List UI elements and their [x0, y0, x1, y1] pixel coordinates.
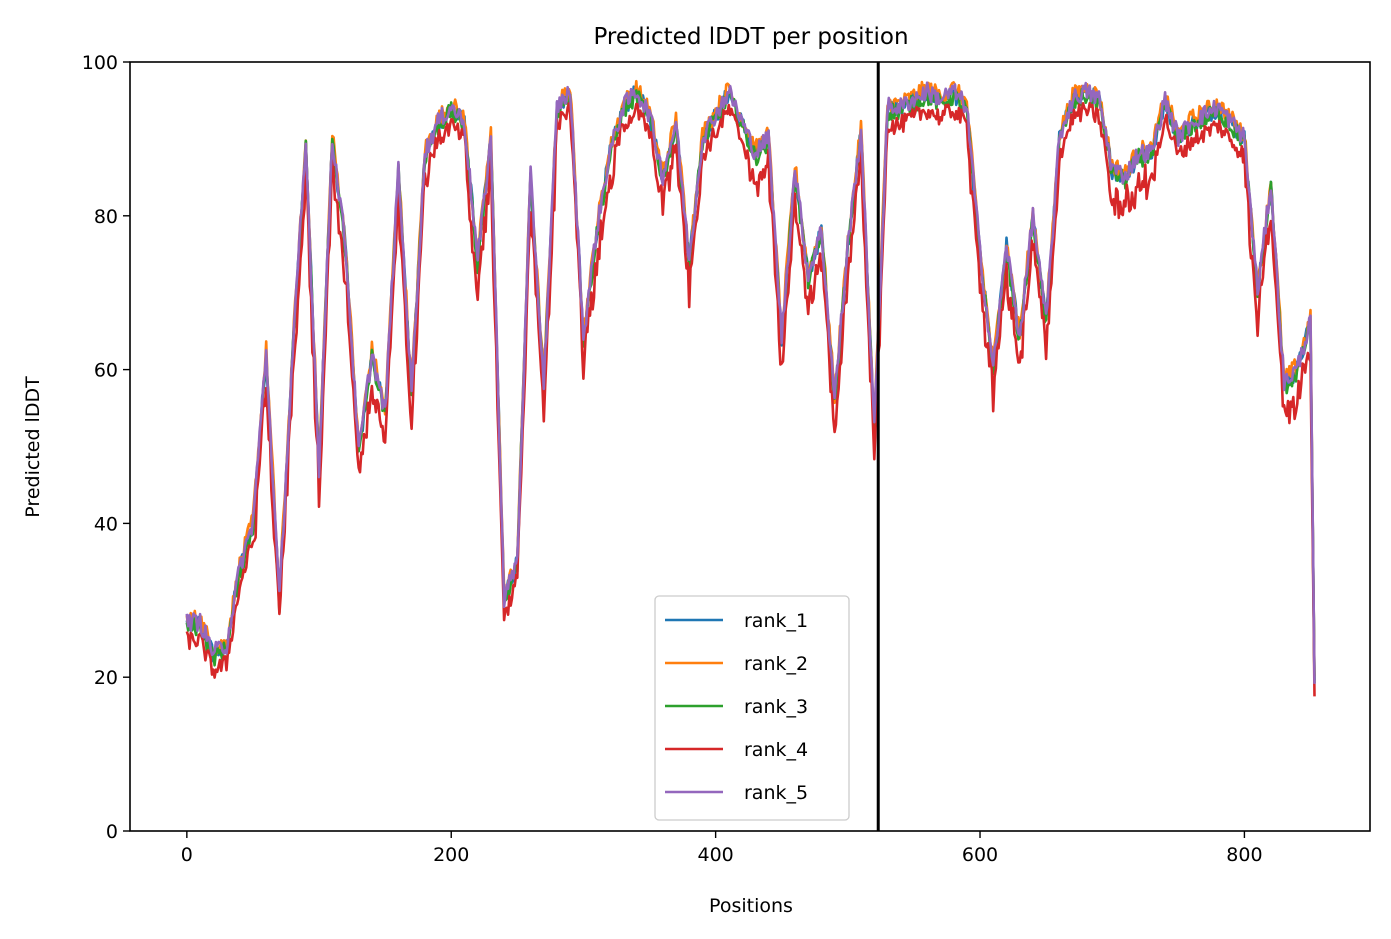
series-layer: [185, 79, 1316, 697]
series-line-rank_5: [185, 81, 1316, 684]
y-tick-label: 80: [94, 206, 118, 228]
y-tick-label: 0: [106, 821, 118, 843]
x-tick-label: 200: [433, 844, 469, 866]
legend-box: [654, 595, 850, 821]
x-tick-label: 600: [962, 844, 998, 866]
x-tick-label: 400: [697, 844, 733, 866]
series-line-rank_4: [185, 102, 1316, 697]
chart-title: Predicted lDDT per position: [593, 24, 908, 50]
y-tick-label: 60: [94, 360, 118, 382]
x-tick-label: 800: [1226, 844, 1262, 866]
plot-frame: [129, 61, 1371, 832]
y-tick-label: 40: [94, 513, 118, 535]
y-tick-label: 20: [94, 667, 118, 689]
legend-label-rank_3: rank_3: [744, 696, 808, 718]
y-axis-label: Predicted lDDT: [22, 376, 44, 518]
legend: rank_1 rank_2 rank_3 rank_4 rank_5: [654, 595, 850, 821]
x-tick-label: 0: [181, 844, 193, 866]
x-axis-label: Positions: [709, 895, 793, 917]
legend-label-rank_4: rank_4: [744, 739, 808, 761]
y-tick-label: 100: [82, 52, 118, 74]
legend-label-rank_2: rank_2: [744, 653, 808, 675]
legend-label-rank_1: rank_1: [744, 610, 808, 632]
legend-label-rank_5: rank_5: [744, 782, 808, 804]
ticks-layer: 0 200 400 600 800 0 20 40 60 80 100: [82, 52, 1263, 866]
